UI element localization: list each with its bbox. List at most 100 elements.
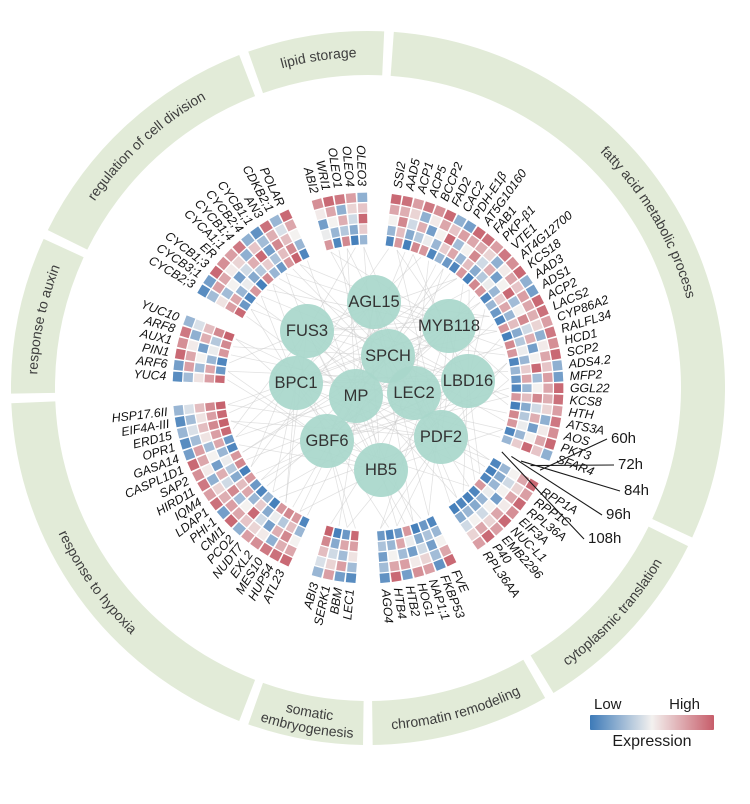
heatmap-cell — [194, 403, 205, 413]
heatmap-cell — [223, 434, 235, 445]
gene-label: SCP2 — [566, 340, 600, 359]
heatmap-cell — [201, 464, 214, 477]
tf-node — [300, 414, 354, 468]
heatmap-cell — [552, 360, 563, 371]
heatmap-cell — [502, 287, 515, 300]
heatmap-cell — [544, 326, 557, 339]
heatmap-cell — [179, 326, 192, 339]
heatmap-cell — [397, 548, 408, 560]
heatmap-cell — [339, 539, 350, 551]
heatmap-cell — [350, 530, 359, 541]
heatmap-cell — [187, 340, 199, 352]
heatmap-cell — [283, 256, 295, 269]
heatmap-cell — [220, 454, 233, 467]
heatmap-cell — [256, 235, 270, 249]
tf-node-label: MP — [344, 387, 369, 405]
heatmap-cell — [463, 220, 477, 234]
heatmap-cell — [553, 371, 564, 382]
heatmap-cell — [193, 444, 206, 457]
heatmap-cell — [401, 195, 413, 207]
tf-node — [387, 366, 441, 420]
heatmap-cell — [218, 490, 232, 504]
heatmap-cell — [454, 511, 467, 524]
gene-label: LEC1 — [340, 589, 357, 621]
heatmap-cell — [433, 558, 446, 571]
heatmap-cell — [409, 556, 421, 568]
heatmap-cell — [224, 248, 238, 262]
heatmap-cell — [195, 412, 207, 423]
heatmap-cell — [204, 374, 215, 383]
tf-node — [414, 410, 468, 464]
gene-label: OLEO4 — [339, 145, 357, 187]
heatmap-cell — [357, 192, 368, 203]
heatmap-cell — [393, 527, 403, 539]
heatmap-cell — [524, 432, 536, 444]
heatmap-cell — [506, 418, 518, 428]
heatmap-cell — [418, 244, 429, 257]
heatmap-cell — [489, 458, 502, 469]
heatmap-cell — [221, 287, 234, 300]
heatmap-cell — [311, 198, 324, 210]
heatmap-cell — [534, 435, 546, 447]
heatmap-cell — [547, 427, 559, 439]
heatmap-cell — [195, 352, 207, 363]
heatmap-cell — [220, 426, 232, 437]
heatmap-cell — [537, 340, 549, 352]
tf-node — [354, 443, 408, 497]
heatmap-cell — [197, 454, 210, 467]
heatmap-cell — [407, 218, 418, 231]
heatmap-cell — [197, 422, 209, 433]
heatmap-cell — [526, 309, 539, 322]
heatmap-cell — [277, 516, 290, 529]
heatmap-cell — [501, 434, 513, 445]
tf-node-label: AGL15 — [348, 293, 399, 311]
heatmap-cell — [280, 233, 293, 246]
heatmap-cell — [183, 404, 195, 415]
heatmap-cell — [250, 226, 264, 240]
heatmap-cell — [494, 315, 506, 326]
heatmap-cell — [542, 372, 553, 383]
network-edge — [326, 325, 450, 442]
network-edge — [338, 249, 382, 471]
time-callouts: 60h 72h 84h 96h 108h — [501, 430, 649, 547]
heatmap-cell — [174, 348, 186, 360]
heatmap-cell — [522, 299, 535, 312]
tf-node-label: SPCH — [365, 347, 411, 365]
heatmap-cell — [234, 307, 247, 319]
heatmap-cell — [215, 375, 225, 384]
heatmap-cell — [311, 566, 324, 578]
gene-label: SSI2 — [391, 161, 409, 190]
tf-node-label: FUS3 — [286, 322, 328, 340]
heatmap-cell — [493, 471, 506, 483]
heatmap-cell — [268, 497, 281, 510]
heatmap-cell — [552, 405, 563, 417]
heatmap-cell — [235, 285, 248, 298]
heatmap-cell — [263, 244, 276, 257]
heatmap-cell — [475, 271, 489, 284]
heatmap-cell — [183, 315, 196, 328]
heatmap-rings — [172, 192, 564, 584]
heatmap-cell — [488, 478, 501, 491]
heatmap-cell — [409, 208, 421, 220]
heatmap-cell — [524, 333, 536, 344]
heatmap-cell — [206, 473, 220, 486]
heatmap-cell — [402, 239, 412, 251]
heatmap-cell — [385, 529, 395, 540]
gene-label: AAD5 — [402, 157, 423, 192]
heatmap-cell — [317, 218, 329, 231]
heatmap-cell — [508, 357, 520, 367]
heatmap-cell — [255, 513, 268, 526]
heatmap-cell — [399, 558, 411, 570]
heatmap-cell — [274, 223, 288, 237]
gene-label: YUC4 — [133, 367, 167, 383]
heatmap-cell — [498, 301, 511, 313]
heatmap-cell — [197, 478, 211, 492]
heatmap-cell — [348, 551, 358, 562]
heatmap-cell — [541, 404, 552, 415]
heatmap-cell — [332, 527, 342, 539]
heatmap-cell — [324, 239, 334, 251]
heatmap-cell — [268, 266, 281, 279]
heatmap-cell — [395, 227, 406, 238]
heatmap-cell — [529, 413, 541, 424]
heatmap-cell — [483, 499, 496, 513]
